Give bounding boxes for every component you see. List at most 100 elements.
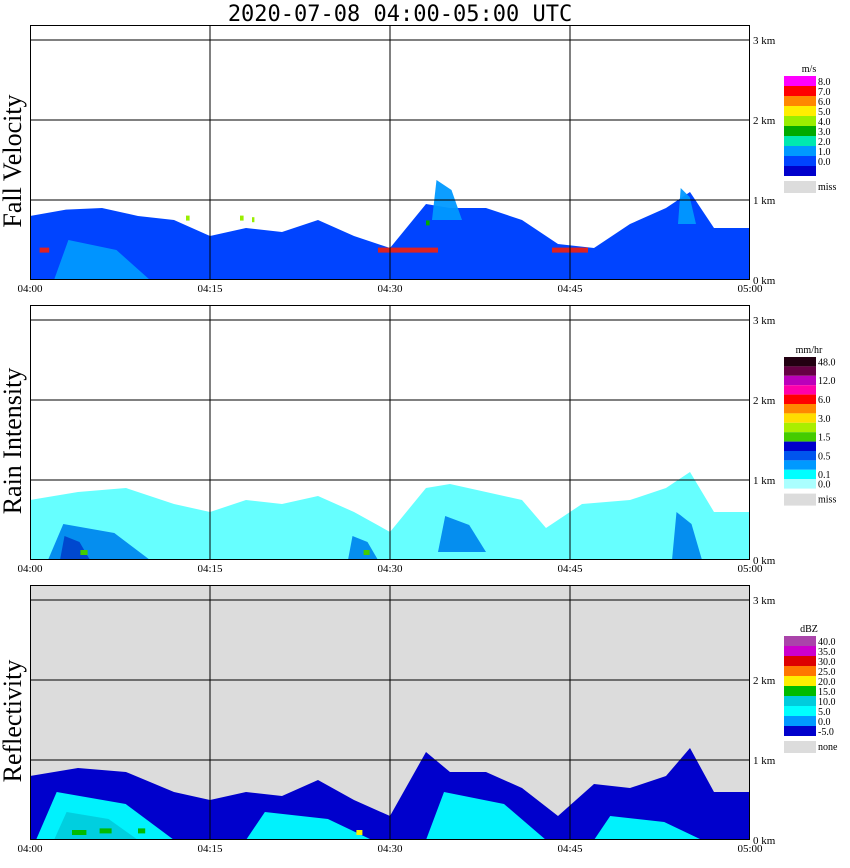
intense-core-4 xyxy=(672,512,702,560)
legend-swatch xyxy=(784,366,816,376)
legend-swatch xyxy=(784,166,816,176)
legend-swatch xyxy=(784,394,816,404)
legend-swatch xyxy=(784,116,816,126)
legend-swatch xyxy=(784,86,816,96)
legend-swatch xyxy=(784,636,816,646)
legend-label: 5.0 xyxy=(818,107,831,118)
legend-label: 35.0 xyxy=(818,647,836,658)
x-tick-label: 04:30 xyxy=(377,563,403,575)
intense-core-3 xyxy=(426,792,546,840)
plot-frame xyxy=(30,305,750,560)
legend-swatch xyxy=(784,656,816,666)
legend-swatch xyxy=(784,716,816,726)
x-tick-label: 04:15 xyxy=(197,563,223,575)
legend-swatch xyxy=(784,375,816,386)
legend-label: 0.1 xyxy=(818,470,831,481)
legend-swatch xyxy=(784,451,816,461)
legend-unit: dBZ xyxy=(800,624,818,635)
legend-swatch xyxy=(784,706,816,716)
y-tick-label: 0 km xyxy=(753,275,776,287)
x-tick-label: 04:00 xyxy=(17,843,43,855)
legend-swatch xyxy=(784,479,816,489)
legend-label: 6.0 xyxy=(818,395,831,406)
legend-label: 5.0 xyxy=(818,707,831,718)
legend-swatch xyxy=(784,136,816,146)
legend-swatch xyxy=(784,106,816,116)
legend-swatch xyxy=(784,126,816,136)
x-tick-label: 04:45 xyxy=(557,283,583,295)
legend-label: 2.0 xyxy=(818,137,831,148)
legend-swatch xyxy=(784,441,816,451)
x-tick-label: 05:00 xyxy=(737,843,763,855)
echo-spot-3 xyxy=(356,830,363,835)
x-tick-label: 04:00 xyxy=(17,283,43,295)
echo-spot-2 xyxy=(138,828,146,834)
legend-label: 8.0 xyxy=(818,77,831,88)
legend-swatch xyxy=(784,413,816,423)
legend-label: 12.0 xyxy=(818,376,836,387)
x-tick-label: 04:15 xyxy=(197,843,223,855)
echo-spot-4 xyxy=(240,215,244,221)
legend-swatch xyxy=(784,146,816,156)
legend-swatch xyxy=(784,686,816,696)
x-tick-label: 04:45 xyxy=(557,563,583,575)
echo-spot-1 xyxy=(363,550,370,555)
y-tick-label: 0 km xyxy=(753,835,776,847)
legend-swatch xyxy=(784,422,816,433)
x-tick-label: 04:45 xyxy=(557,843,583,855)
echo-spot-5 xyxy=(252,217,255,223)
legend-unit: mm/hr xyxy=(796,345,823,356)
legend-label: 1.0 xyxy=(818,147,831,158)
x-tick-label: 05:00 xyxy=(737,563,763,575)
legend-label: 40.0 xyxy=(818,637,836,648)
y-tick-label: 2 km xyxy=(753,395,776,407)
legend-label: 0.0 xyxy=(818,480,831,491)
legend-label: -5.0 xyxy=(818,727,834,738)
y-tick-label: 1 km xyxy=(753,755,776,767)
legend-missing-swatch xyxy=(784,493,816,506)
legend-label: 7.0 xyxy=(818,87,831,98)
legend-swatch xyxy=(784,156,816,166)
legend-swatch xyxy=(784,432,816,442)
legend-label: 25.0 xyxy=(818,667,836,678)
y-tick-label: 1 km xyxy=(753,475,776,487)
legend-label: 0.0 xyxy=(818,157,831,168)
legend-label: 6.0 xyxy=(818,97,831,108)
y-tick-label: 1 km xyxy=(753,195,776,207)
intense-core-2 xyxy=(246,812,372,840)
plot-frame xyxy=(30,585,750,840)
legend-swatch xyxy=(784,469,816,480)
legend-missing-label: miss xyxy=(818,495,836,506)
y-tick-label: 2 km xyxy=(753,675,776,687)
legend-swatch xyxy=(784,696,816,706)
page-title: 2020-07-08 04:00-05:00 UTC xyxy=(227,2,573,27)
legend-missing-label: none xyxy=(818,742,838,753)
legend-label: 0.0 xyxy=(818,717,831,728)
legend-label: 15.0 xyxy=(818,687,836,698)
legend-label: 20.0 xyxy=(818,677,836,688)
fall-velocity-panel: 0 km 1 km 2 km 3 km 04:00 04:15 04:30 04:45 05:0… xyxy=(17,25,836,295)
echo-spot-0 xyxy=(72,830,87,835)
intense-core-0 xyxy=(54,240,150,280)
echo-spot-3 xyxy=(186,215,190,221)
legend-missing-swatch xyxy=(784,181,816,193)
y-tick-label: 0 km xyxy=(753,555,776,567)
intense-core-2 xyxy=(348,536,378,560)
x-tick-label: 04:15 xyxy=(197,283,223,295)
x-tick-label: 05:00 xyxy=(737,283,763,295)
legend-label: 0.5 xyxy=(818,451,831,462)
legend-swatch xyxy=(784,460,816,470)
legend-swatch xyxy=(784,385,816,395)
legend-label: 30.0 xyxy=(818,657,836,668)
y-tick-label: 2 km xyxy=(753,115,776,127)
legend-swatch xyxy=(784,666,816,676)
y-tick-label: 3 km xyxy=(753,315,776,327)
intense-core-2 xyxy=(678,188,696,224)
x-tick-label: 04:30 xyxy=(377,283,403,295)
rain-intensity-panel: 0 km 1 km 2 km 3 km 04:00 04:15 04:30 04:45 05:0… xyxy=(17,305,836,575)
legend-swatch xyxy=(784,676,816,686)
legend-label: 3.0 xyxy=(818,127,831,138)
legend-swatch xyxy=(784,76,816,86)
legend-swatch xyxy=(784,646,816,656)
